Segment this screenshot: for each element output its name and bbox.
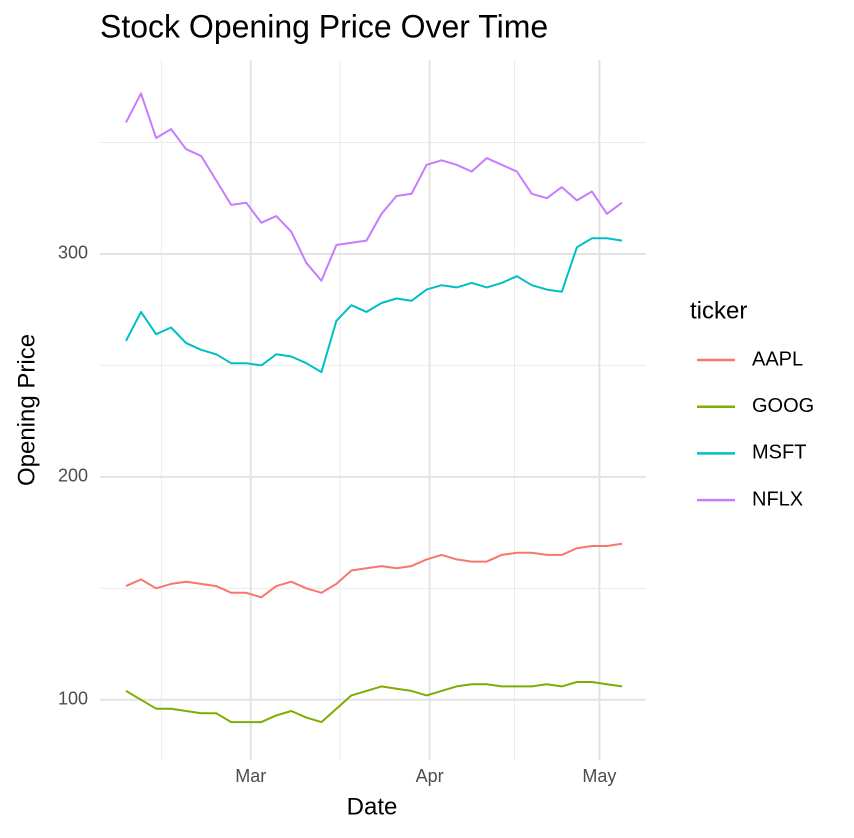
series-line — [125, 681, 623, 724]
series-line — [125, 237, 623, 374]
x-tick-label: Mar — [235, 766, 266, 786]
y-tick-label: 300 — [58, 243, 88, 263]
legend-label: MSFT — [752, 442, 806, 464]
x-tick-label: May — [582, 766, 616, 786]
y-axis-label: Opening Price — [13, 334, 40, 486]
series-line — [125, 92, 623, 282]
legend-title: ticker — [690, 297, 747, 324]
legend-label: GOOG — [752, 395, 814, 417]
legend-label: NFLX — [752, 488, 803, 510]
y-tick-label: 200 — [58, 466, 88, 486]
x-axis-label: Date — [347, 793, 398, 820]
grid — [100, 60, 646, 760]
x-tick-label: Apr — [416, 766, 444, 786]
chart-title: Stock Opening Price Over Time — [100, 8, 548, 44]
y-tick-label: 100 — [58, 689, 88, 709]
legend-label: AAPL — [752, 348, 803, 370]
series-line — [125, 542, 623, 599]
